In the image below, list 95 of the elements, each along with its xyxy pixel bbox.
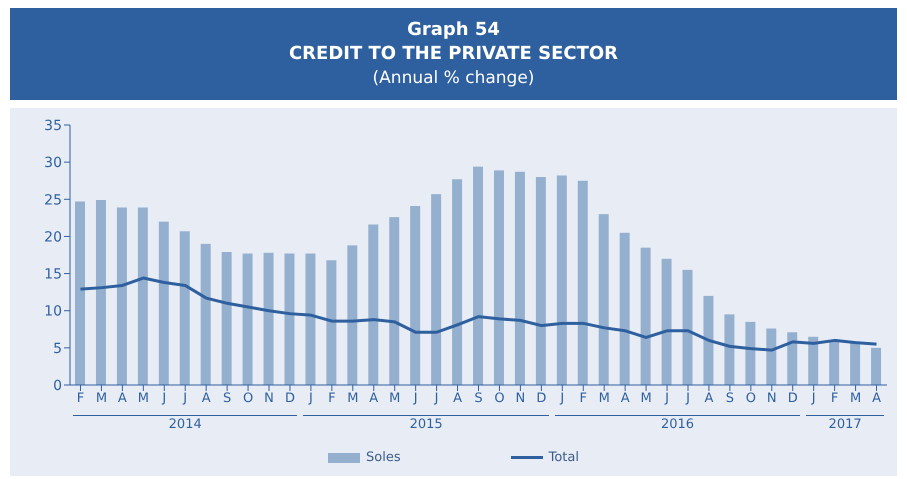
x-tick-label: J xyxy=(664,391,669,406)
bar xyxy=(640,248,651,385)
bar xyxy=(514,172,525,385)
x-tick-label: M xyxy=(640,391,652,406)
x-tick-label: A xyxy=(872,391,882,406)
text: 2017 xyxy=(806,415,884,432)
bar xyxy=(578,180,588,385)
x-tick-label: J xyxy=(810,391,816,406)
y-tick-label: 35 xyxy=(44,118,62,134)
chart-subtitle: (Annual % change) xyxy=(372,67,536,90)
bar xyxy=(662,258,672,385)
x-tick-label: J xyxy=(434,391,439,406)
x-tick-label: M xyxy=(138,391,149,406)
bar xyxy=(158,222,169,385)
y-tick-label: 30 xyxy=(44,155,62,172)
bar xyxy=(305,254,316,385)
bar xyxy=(222,252,232,385)
bar xyxy=(368,224,378,385)
x-tick-label: D xyxy=(284,391,295,406)
x-tick-label: A xyxy=(118,391,127,406)
bar xyxy=(536,177,546,385)
x-tick-label: J xyxy=(182,391,188,406)
line-series xyxy=(78,276,878,352)
bar xyxy=(284,254,294,385)
bar xyxy=(682,270,693,385)
bar xyxy=(724,314,734,385)
x-tick-label: A xyxy=(704,391,714,406)
bar xyxy=(452,179,462,385)
y-tick-label: 15 xyxy=(44,266,62,283)
text: 2016 xyxy=(554,415,800,432)
bar xyxy=(200,244,211,385)
x-tick-label: F xyxy=(328,391,336,406)
bar xyxy=(598,214,609,385)
x-tick-label: J xyxy=(685,391,690,406)
x-tick-label: M xyxy=(347,391,358,406)
x-tick-label: F xyxy=(830,391,838,406)
x-tick-label: O xyxy=(242,391,254,406)
x-tick-label: N xyxy=(516,391,526,406)
x-tick-label: O xyxy=(746,391,756,406)
bar xyxy=(850,342,860,385)
bar xyxy=(703,296,714,385)
x-tick-label: M xyxy=(850,391,862,406)
bar xyxy=(264,252,274,385)
bar xyxy=(138,207,148,385)
y-tick-label: 10 xyxy=(44,304,62,320)
x-tick-label: S xyxy=(474,391,483,406)
chart-title: Graph 54 CREDIT TO THE PRIVATE SECTOR xyxy=(288,18,620,66)
x-tick-label: D xyxy=(536,391,546,406)
bar xyxy=(242,254,253,385)
bar xyxy=(829,340,840,385)
legend-label: Soles xyxy=(366,450,401,465)
bar xyxy=(787,332,798,385)
x-tick-label: F xyxy=(76,391,84,406)
bar xyxy=(326,260,336,385)
bar xyxy=(431,194,442,385)
y-tick-label: 25 xyxy=(44,192,62,208)
x-tick-label: S xyxy=(726,391,734,406)
bar xyxy=(347,245,358,385)
x-tick-label: N xyxy=(264,391,274,406)
bar xyxy=(556,176,567,385)
bar xyxy=(96,200,106,385)
x-tick-label: A xyxy=(453,391,462,406)
x-tick-label: A xyxy=(620,391,630,406)
x-tick-label: M xyxy=(598,391,610,406)
bar xyxy=(180,231,190,385)
bar xyxy=(389,217,400,385)
x-tick-label: A xyxy=(369,391,378,406)
y-tick-label: 5 xyxy=(53,340,62,357)
text: 2015 xyxy=(303,415,549,432)
bar xyxy=(494,170,504,385)
y-tick-label: 0 xyxy=(53,378,62,394)
bar xyxy=(75,202,85,385)
bar xyxy=(745,322,756,385)
x-tick-label: M xyxy=(389,391,400,406)
x-tick-label: J xyxy=(559,391,564,406)
y-tick-label: 20 xyxy=(44,229,62,246)
x-tick-label: M xyxy=(96,391,108,406)
x-tick-label: S xyxy=(222,391,232,406)
bar xyxy=(808,336,818,385)
x-tick-label: J xyxy=(161,391,166,406)
bar xyxy=(410,206,420,385)
x-tick-label: D xyxy=(788,391,798,406)
bar xyxy=(116,207,127,385)
x-tick-label: J xyxy=(308,391,313,406)
bar xyxy=(766,328,776,385)
bar xyxy=(620,232,630,385)
x-tick-label: J xyxy=(412,391,418,406)
bar xyxy=(871,348,882,385)
legend-label: Total xyxy=(548,450,579,465)
bar xyxy=(473,166,484,385)
x-tick-label: N xyxy=(766,391,777,406)
x-tick-label: O xyxy=(494,391,505,406)
text: 2014 xyxy=(73,415,298,432)
x-tick-label: A xyxy=(202,391,211,406)
x-tick-label: F xyxy=(580,391,587,406)
